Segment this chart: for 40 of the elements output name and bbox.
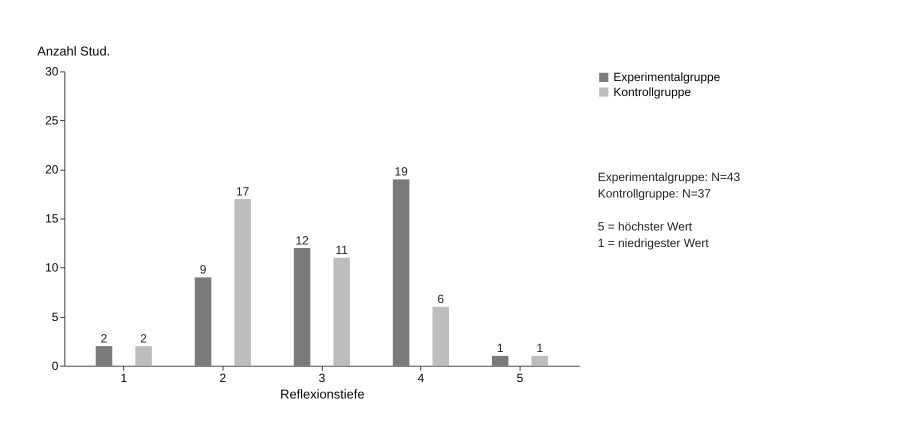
data-label: 19 xyxy=(394,164,408,179)
bar xyxy=(96,346,112,366)
x-axis-title: Reflexionstiefe xyxy=(280,386,365,402)
x-tick-label: 1 xyxy=(120,370,128,385)
bar xyxy=(333,258,350,366)
x-tick-label: 5 xyxy=(516,370,524,385)
text: 5 = höchster Wert xyxy=(598,220,693,234)
y-tick-label: 20 xyxy=(45,162,59,177)
y-tick-label: 5 xyxy=(52,310,59,324)
data-label: 2 xyxy=(100,331,108,346)
data-label: 2 xyxy=(140,331,148,346)
y-axis-title: Anzahl Stud. xyxy=(37,43,110,58)
y-tick-label: 30 xyxy=(45,64,59,79)
bar xyxy=(432,306,450,366)
x-tick-label: 4 xyxy=(418,370,425,385)
bar xyxy=(492,356,508,366)
data-label: 1 xyxy=(496,341,504,356)
legend-label: Experimentalgruppe xyxy=(613,70,721,84)
data-label: 1 xyxy=(536,341,544,356)
text: Kontrollgruppe: N=37 xyxy=(598,186,712,200)
y-tick-label: 10 xyxy=(45,260,59,275)
bar xyxy=(234,198,251,366)
bar xyxy=(135,346,152,366)
bar xyxy=(532,356,548,366)
x-tick-label: 3 xyxy=(318,370,326,385)
data-label: 9 xyxy=(200,262,207,277)
bar xyxy=(392,179,410,366)
text: Experimentalgruppe: N=43 xyxy=(598,170,740,184)
data-label: 17 xyxy=(236,184,250,198)
bar xyxy=(194,277,212,366)
y-tick-label: 0 xyxy=(52,358,59,373)
data-label: 11 xyxy=(335,243,348,258)
data-label: 12 xyxy=(295,233,310,248)
text: 1 = niedrigester Wert xyxy=(598,236,710,250)
x-tick-label: 2 xyxy=(220,370,227,385)
bar xyxy=(294,248,310,366)
data-label: 6 xyxy=(437,292,444,306)
y-tick-label: 25 xyxy=(45,114,59,128)
legend-label: Kontrollgruppe xyxy=(613,84,692,99)
y-tick-label: 15 xyxy=(45,212,59,226)
